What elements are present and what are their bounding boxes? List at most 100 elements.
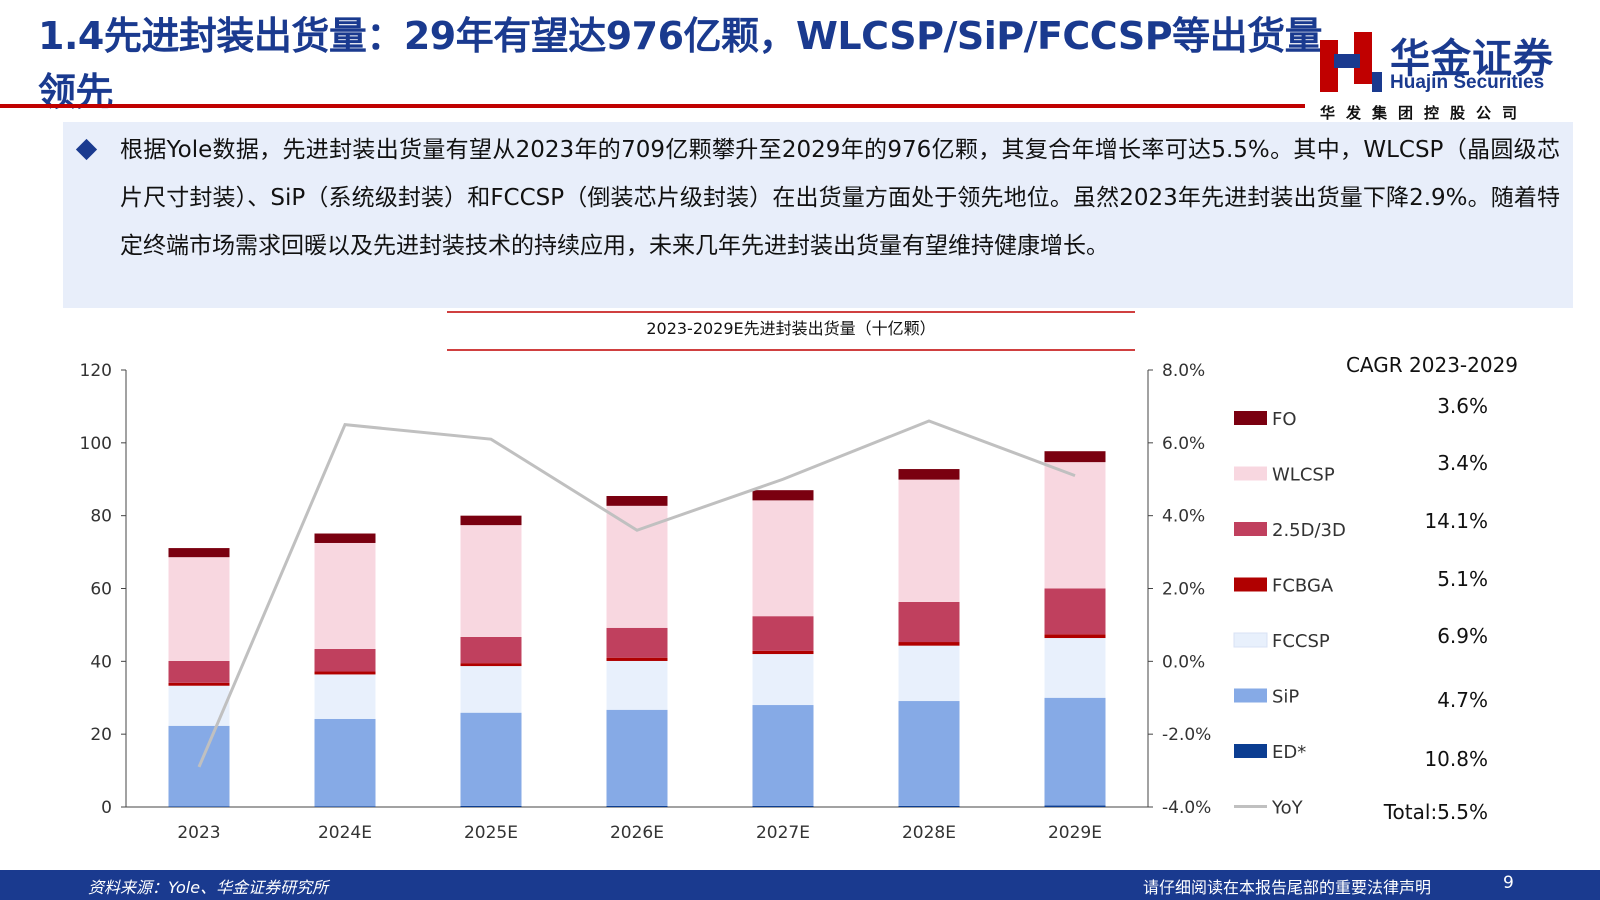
x-tick-label: 2023 — [177, 823, 220, 843]
bar-segment-wlcsp — [898, 479, 960, 602]
cagr-value: 14.1% — [1424, 509, 1488, 533]
y-tick-label: 40 — [90, 652, 112, 672]
cagr-value: Total:5.5% — [1383, 800, 1488, 824]
bar-segment-2-5d-3d — [314, 648, 376, 672]
bar-segment-ed- — [1044, 805, 1106, 807]
bar-segment-wlcsp — [1044, 462, 1106, 589]
bar-segment-fcbga — [1044, 634, 1106, 639]
logo-chinese-name: 华金证券 — [1390, 36, 1554, 82]
bar-segment-sip — [460, 712, 522, 806]
legend-label: FCCSP — [1272, 631, 1330, 652]
bar-segment-ed- — [752, 805, 814, 807]
bar-segment-fo — [752, 490, 814, 501]
bar-segment-wlcsp — [460, 525, 522, 637]
bar-segment-wlcsp — [606, 505, 668, 628]
bar-segment-fcbga — [168, 682, 230, 686]
logo-english-name: Huajin Securities — [1390, 72, 1545, 93]
x-tick-label: 2027E — [756, 823, 810, 843]
bar-segment-2-5d-3d — [1044, 588, 1106, 635]
y2-tick-label: 4.0% — [1162, 507, 1205, 527]
footer-bar: 资料来源：Yole、华金证券研究所 请仔细阅读在本报告尾部的重要法律声明 9 — [0, 870, 1600, 900]
bar-segment-fccsp — [606, 660, 668, 710]
legend-swatch — [1233, 632, 1268, 648]
legend-swatch — [1234, 744, 1267, 758]
x-tick-label: 2025E — [464, 823, 518, 843]
y-tick-label: 20 — [90, 725, 112, 745]
legend-label: WLCSP — [1272, 465, 1335, 486]
bar-segment-fcbga — [752, 650, 814, 655]
y2-tick-label: -2.0% — [1162, 725, 1211, 745]
y-tick-label: 100 — [80, 434, 112, 454]
bar-segment-fccsp — [460, 666, 522, 713]
bar-segment-sip — [1044, 697, 1106, 806]
cagr-value: 3.6% — [1437, 394, 1488, 418]
legend-label: FCBGA — [1272, 576, 1334, 597]
cagr-value: 4.7% — [1437, 688, 1488, 712]
legend-label: SiP — [1272, 687, 1299, 708]
bar-segment-sip — [314, 718, 376, 807]
bar-segment-sip — [752, 705, 814, 806]
bar-segment-fccsp — [314, 674, 376, 719]
y-tick-label: 0 — [101, 798, 112, 818]
bar-segment-2-5d-3d — [460, 636, 522, 664]
cagr-value: 3.4% — [1437, 451, 1488, 475]
legend-label: YoY — [1271, 798, 1304, 819]
bar-segment-ed- — [898, 805, 960, 807]
bar-segment-fo — [460, 515, 522, 526]
x-tick-label: 2024E — [318, 823, 372, 843]
bar-segment-fccsp — [898, 645, 960, 702]
title-divider — [0, 104, 1305, 108]
legend-label: FO — [1272, 409, 1297, 430]
diamond-bullet-icon — [75, 138, 98, 161]
legend-swatch — [1234, 522, 1267, 536]
legend-swatch — [1234, 577, 1267, 592]
bar-segment-2-5d-3d — [168, 660, 230, 683]
bar-segment-wlcsp — [314, 542, 376, 649]
page-title: 1.4先进封装出货量：29年有望达976亿颗，WLCSP/SiP/FCCSP等出… — [38, 14, 1323, 114]
bar-segment-fo — [314, 533, 376, 543]
y2-tick-label: 0.0% — [1162, 652, 1205, 672]
x-tick-label: 2026E — [610, 823, 664, 843]
huajin-logo-icon — [1320, 32, 1382, 92]
y2-tick-label: 8.0% — [1162, 361, 1205, 381]
page-number: 9 — [1503, 873, 1514, 893]
cagr-title: CAGR 2023-2029 — [1346, 353, 1518, 377]
bar-segment-ed- — [314, 806, 376, 807]
chart-title: 2023-2029E先进封装出货量（十亿颗） — [646, 319, 935, 338]
bar-segment-sip — [898, 701, 960, 806]
legend-swatch — [1234, 466, 1267, 481]
bar-segment-fccsp — [1044, 638, 1106, 698]
logo-subtitle: 华发集团控股公司 — [1320, 104, 1529, 122]
brand-logo: 华金证券 Huajin Securities 华发集团控股公司 — [1320, 26, 1590, 126]
cagr-value: 6.9% — [1437, 624, 1488, 648]
y2-tick-label: 6.0% — [1162, 434, 1205, 454]
bar-segment-fcbga — [314, 671, 376, 675]
cagr-value: 10.8% — [1424, 747, 1488, 771]
legend-swatch — [1234, 411, 1267, 425]
bar-segment-2-5d-3d — [898, 601, 960, 643]
bar-segment-wlcsp — [752, 500, 814, 617]
bar-segment-ed- — [460, 805, 522, 807]
footer-source: 资料来源：Yole、华金证券研究所 — [88, 878, 329, 897]
y2-tick-label: 2.0% — [1162, 580, 1205, 600]
bar-segment-wlcsp — [168, 557, 230, 661]
bar-segment-ed- — [606, 805, 668, 807]
x-tick-label: 2028E — [902, 823, 956, 843]
bar-segment-2-5d-3d — [606, 627, 668, 658]
shipment-chart: 2023-2029E先进封装出货量（十亿颗） CAGR 2023-2029 0 2… — [80, 311, 1518, 843]
legend-label: 2.5D/3D — [1272, 520, 1346, 541]
bar-segment-fcbga — [898, 642, 960, 646]
bar-segment-fo — [1044, 451, 1106, 463]
y-tick-label: 80 — [90, 507, 112, 527]
y-tick-label: 60 — [90, 580, 112, 600]
summary-text: 根据Yole数据，先进封装出货量有望从2023年的709亿颗攀升至2029年的9… — [120, 137, 1560, 259]
footer-legal-notice[interactable]: 请仔细阅读在本报告尾部的重要法律声明 — [1143, 878, 1432, 897]
bar-segment-sip — [606, 709, 668, 806]
y2-tick-label: -4.0% — [1162, 798, 1211, 818]
bar-segment-ed- — [168, 806, 230, 807]
bar-segment-2-5d-3d — [752, 616, 814, 651]
summary-box: 根据Yole数据，先进封装出货量有望从2023年的709亿颗攀升至2029年的9… — [63, 122, 1573, 308]
bar-segment-fcbga — [606, 657, 668, 661]
bar-segment-fo — [606, 496, 668, 506]
bar-segment-fo — [898, 469, 960, 480]
